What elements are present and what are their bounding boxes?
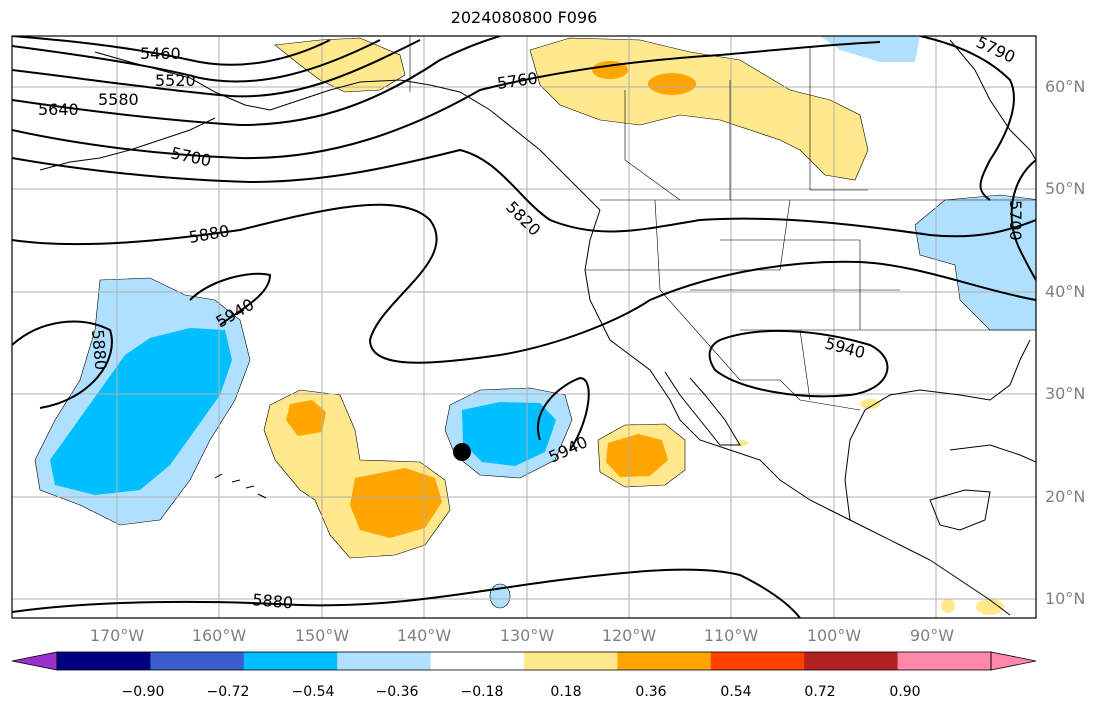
colorbar-extend-right xyxy=(990,651,1037,671)
colorbar-cell xyxy=(804,652,899,670)
positive-anomaly-spot-pacific xyxy=(941,599,955,613)
positive-anomaly-core-canada-east xyxy=(648,73,696,95)
negative-anomaly-core-central xyxy=(462,402,556,466)
colorbar-tick-label: 0.72 xyxy=(804,684,836,700)
contour-label: 5880 xyxy=(252,590,294,612)
colorbar-tick-label: 0.90 xyxy=(889,684,921,700)
lat-label: 10°N xyxy=(1045,589,1086,608)
colorbar-outline xyxy=(56,651,992,671)
location-marker xyxy=(453,443,471,461)
contour-label: 5640 xyxy=(38,100,79,119)
positive-anomaly-area-canada xyxy=(529,37,869,181)
colorbar-cell xyxy=(150,652,245,670)
lon-label: 160°W xyxy=(191,626,247,645)
colorbar-cell xyxy=(897,652,992,670)
colorbar-cell xyxy=(243,652,338,670)
colorbar-tick-label: −0.54 xyxy=(291,684,335,700)
lat-label: 60°N xyxy=(1045,77,1086,96)
lat-label: 40°N xyxy=(1045,282,1086,301)
positive-anomaly-core-hawaii-north xyxy=(286,400,326,436)
colorbar-cell xyxy=(430,652,525,670)
colorbar-extend-left xyxy=(11,651,58,671)
colorbar-tick-label: 0.36 xyxy=(635,684,667,700)
contour-label: 5460 xyxy=(140,44,181,63)
negative-anomaly-area-north xyxy=(820,36,920,62)
positive-anomaly-spot-gulf xyxy=(860,399,880,409)
lon-label: 120°W xyxy=(601,626,657,645)
positive-anomaly-core-canada-west xyxy=(592,61,628,79)
lon-label: 170°W xyxy=(89,626,145,645)
map-frame xyxy=(11,35,1037,619)
lon-label: 110°W xyxy=(703,626,759,645)
colorbar-cell xyxy=(337,652,432,670)
colorbar-tick-label: 0.18 xyxy=(550,684,582,700)
contour-label: 5880 xyxy=(187,221,230,247)
colorbar-tick-label: 0.54 xyxy=(720,684,752,700)
colorbar-cell xyxy=(617,652,712,670)
colorbar-tick-label: −0.72 xyxy=(206,684,250,700)
positive-anomaly-area-alaska xyxy=(274,37,406,93)
contour-label: 5520 xyxy=(155,71,196,90)
contour-label: 5700 xyxy=(1006,200,1025,241)
contour-label: 5790 xyxy=(973,32,1018,66)
contour-label: 5760 xyxy=(496,68,539,92)
lat-label: 20°N xyxy=(1045,487,1086,506)
positive-anomaly-spot-central-america xyxy=(976,599,1004,615)
lon-label: 140°W xyxy=(396,626,452,645)
lat-label: 30°N xyxy=(1045,384,1086,403)
colorbar-tick-label: −0.90 xyxy=(121,684,165,700)
contour-label: 5880 xyxy=(88,329,110,371)
negative-anomaly-core-west xyxy=(50,328,232,495)
lon-label: 100°W xyxy=(806,626,862,645)
contour-label: 5940 xyxy=(823,334,867,363)
colorbar-cell xyxy=(57,652,151,670)
contour-label: 5580 xyxy=(98,90,139,109)
lat-label: 50°N xyxy=(1045,179,1086,198)
colorbar-cell xyxy=(710,652,805,670)
contour-label: 5700 xyxy=(169,143,213,170)
political-borders xyxy=(409,36,1036,411)
lon-label: 130°W xyxy=(499,626,555,645)
height-contours xyxy=(12,36,1036,618)
colorbar-tick-label: −0.18 xyxy=(460,684,504,700)
colorbar xyxy=(11,651,1037,671)
lon-label: 90°W xyxy=(909,626,955,645)
positive-anomaly-core-baja xyxy=(606,434,668,477)
contour-label: 5820 xyxy=(502,197,544,239)
colorbar-tick-label: −0.36 xyxy=(375,684,419,700)
lon-label: 150°W xyxy=(294,626,350,645)
colorbar-cell xyxy=(524,652,618,670)
map-title: 2024080800 F096 xyxy=(450,8,598,27)
positive-anomaly-core-hawaii-south xyxy=(350,468,442,538)
graticule xyxy=(12,36,1036,618)
